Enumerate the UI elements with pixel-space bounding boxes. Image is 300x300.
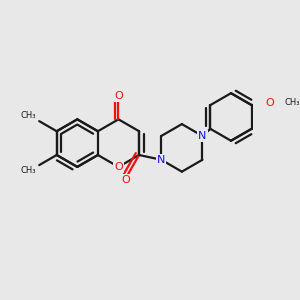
Text: O: O bbox=[114, 91, 123, 101]
Text: CH₃: CH₃ bbox=[21, 167, 36, 176]
Text: CH₃: CH₃ bbox=[285, 98, 300, 107]
Text: O: O bbox=[122, 175, 130, 185]
Text: O: O bbox=[114, 162, 123, 172]
Text: N: N bbox=[198, 131, 207, 141]
Text: N: N bbox=[157, 155, 166, 165]
Text: O: O bbox=[265, 98, 274, 108]
Text: CH₃: CH₃ bbox=[21, 111, 36, 120]
